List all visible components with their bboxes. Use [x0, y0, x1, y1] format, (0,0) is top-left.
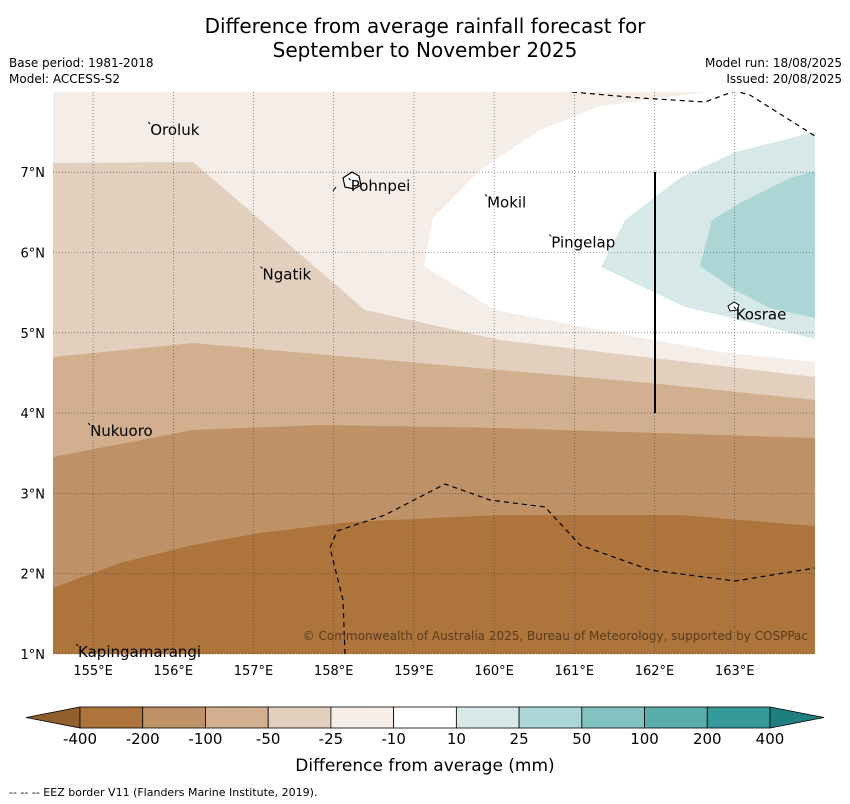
colorbar-tick-label: -25: [318, 730, 344, 748]
lon-tick-label: 158°E: [314, 664, 354, 679]
colorbar-tick-label: 25: [509, 730, 529, 748]
place-marker: [348, 177, 352, 181]
band-25-to-50: [700, 171, 815, 318]
place-label-nukuoro: Nukuoro: [90, 422, 153, 440]
colorbar-tick-label: -50: [255, 730, 281, 748]
colorbar-segment: [518, 706, 583, 729]
lon-tick-label: 161°E: [555, 664, 595, 679]
map-title-line2: September to November 2025: [272, 38, 578, 62]
colorbar-segment: [644, 706, 708, 729]
place-marker: [75, 643, 79, 647]
lon-tick-label: 160°E: [474, 664, 514, 679]
model-text: Model: ACCESS-S2: [9, 72, 121, 86]
colorbar-tick-label: -200: [125, 730, 160, 748]
place-marker: [87, 422, 91, 426]
pohnpei-islet: [332, 186, 337, 192]
place-marker: [484, 193, 488, 197]
colorbar-segment: [79, 706, 144, 729]
colorbar-over-arrow: [769, 706, 825, 729]
base-period-text: Base period: 1981-2018: [9, 56, 154, 70]
colorbar-tick-label: 100: [630, 730, 659, 748]
place-label-pingelap: Pingelap: [551, 233, 615, 251]
colorbar-title: Difference from average (mm): [295, 756, 555, 776]
eez-footnote: -- -- -- EEZ border V11 (Flanders Marine…: [9, 786, 318, 799]
lon-tick-label: 157°E: [234, 664, 274, 679]
place-label-oroluk: Oroluk: [150, 121, 199, 139]
colorbar-segment: [267, 706, 332, 729]
colorbar-under-arrow: [25, 706, 81, 729]
kosrae-island: [727, 301, 740, 312]
lon-tick-label: 159°E: [394, 664, 434, 679]
place-label-mokil: Mokil: [487, 193, 526, 211]
colorbar-tick-label: 200: [692, 730, 722, 748]
place-label-kosrae: Kosrae: [736, 306, 787, 324]
colorbar-segment: [393, 706, 457, 729]
lat-tick-label: 7°N: [21, 166, 46, 181]
colorbar-tick-label: -10: [381, 730, 406, 748]
place-marker: [147, 121, 151, 125]
colorbar-tick-label: -400: [62, 730, 98, 748]
lat-tick-label: 6°N: [21, 247, 46, 262]
colorbar-segment: [142, 706, 206, 729]
colorbar-segment: [455, 706, 520, 729]
place-marker: [548, 234, 552, 237]
colorbar-tick-label: 400: [755, 730, 785, 748]
place-label-ngatik: Ngatik: [263, 266, 312, 284]
lon-tick-label: 155°E: [73, 664, 113, 679]
lat-tick-label: 2°N: [21, 568, 46, 583]
lon-tick-label: 156°E: [154, 664, 194, 679]
lon-tick-label: 163°E: [715, 664, 755, 679]
place-marker: [733, 306, 737, 310]
colorbar-tick-label: 50: [572, 730, 592, 748]
place-marker: [260, 266, 263, 269]
eez-border-north: [571, 92, 815, 137]
colorbar-tick-label: -100: [188, 730, 223, 748]
place-label-kapingamarangi: Kapingamarangi: [78, 643, 201, 661]
colorbar-segment: [706, 706, 771, 729]
model-run-text: Model run: 18/08/2025: [704, 56, 842, 70]
band-minus400-to-minus200: [53, 515, 815, 654]
place-labels: Oroluk Pohnpei Mokil Pingelap Ngatik Kosrae Nu…: [75, 121, 787, 661]
contour-fills: [53, 92, 815, 654]
map-title-line1: Difference from average rainfall forecas…: [204, 14, 646, 38]
lat-tick-label: 1°N: [21, 648, 46, 663]
colorbar: [25, 706, 825, 729]
lat-tick-label: 4°N: [21, 407, 46, 422]
lon-tick-labels: 155°E 156°E 157°E 158°E 159°E 160°E 161°E 162°E…: [73, 664, 754, 679]
eez-borders: [329, 92, 815, 654]
colorbar-segment: [330, 706, 395, 729]
lat-tick-labels: 7°N 6°N 5°N 4°N 3°N 2°N 1°N: [21, 166, 46, 663]
colorbar-segment: [581, 706, 645, 729]
lat-tick-label: 3°N: [21, 487, 46, 502]
issued-text: Issued: 20/08/2025: [726, 72, 842, 86]
place-label-pohnpei: Pohnpei: [351, 177, 411, 195]
colorbar-segment: [205, 706, 269, 729]
copyright-text: © Commonwealth of Australia 2025, Bureau…: [303, 629, 808, 643]
colorbar-tick-label: 10: [446, 730, 466, 748]
lat-tick-label: 5°N: [21, 327, 46, 342]
eez-border-south: [329, 483, 815, 654]
lon-tick-label: 162°E: [635, 664, 675, 679]
pohnpei-island: [342, 171, 362, 190]
